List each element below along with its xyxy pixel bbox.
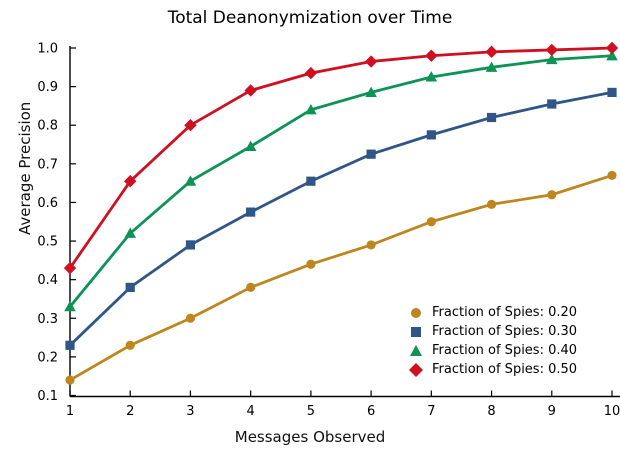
data-point-triangle <box>305 103 317 115</box>
data-point-square <box>547 99 557 109</box>
circle-marker-icon <box>411 307 421 318</box>
data-point-triangle <box>184 175 197 186</box>
data-point-diamond <box>184 119 197 132</box>
legend-item-spies-030: Fraction of Spies: 0.30 <box>408 322 577 341</box>
y-tick-label: 0.6 <box>37 196 58 211</box>
data-point-square <box>125 282 135 292</box>
x-tick-label: 9 <box>548 404 556 419</box>
y-tick-label: 0.7 <box>37 157 58 172</box>
data-point-diamond <box>605 41 619 55</box>
legend-label: Fraction of Spies: 0.20 <box>432 305 578 320</box>
data-point-triangle <box>64 300 76 312</box>
chart-title: Total Deanonymization over Time <box>167 8 453 28</box>
y-tick-label: 0.1 <box>37 389 58 404</box>
triangle-marker-icon <box>410 344 422 356</box>
data-point-square <box>486 112 497 123</box>
data-point-circle <box>125 340 135 350</box>
x-tick-label: 6 <box>367 404 375 419</box>
data-point-square <box>246 207 256 217</box>
x-tick-label: 4 <box>247 404 255 419</box>
y-tick-label: 0.5 <box>37 235 58 250</box>
data-point-diamond <box>364 55 378 68</box>
data-point-diamond <box>425 49 438 62</box>
square-marker-icon <box>411 326 421 337</box>
data-point-circle <box>306 259 316 269</box>
y-tick-label: 1.0 <box>37 42 58 57</box>
y-tick-label: 0.3 <box>37 312 58 327</box>
legend-label: Fraction of Spies: 0.30 <box>432 324 578 339</box>
series-line-1 <box>69 91 613 347</box>
diamond-marker-icon <box>409 362 423 377</box>
x-tick-label: 5 <box>307 404 315 419</box>
legend-item-spies-050: Fraction of Spies: 0.50 <box>408 360 577 379</box>
data-point-circle <box>547 190 557 200</box>
y-tick-label: 0.4 <box>37 273 58 288</box>
series-line-0 <box>69 174 613 382</box>
x-tick-label: 7 <box>427 404 435 419</box>
legend-label: Fraction of Spies: 0.40 <box>432 343 578 358</box>
x-axis-label: Messages Observed <box>234 428 386 446</box>
data-point-triangle <box>425 71 438 82</box>
x-tick-label: 2 <box>126 404 134 419</box>
data-point-circle <box>607 170 617 181</box>
y-tick-label: 0.8 <box>37 119 58 134</box>
data-point-triangle <box>606 49 618 61</box>
data-point-triangle <box>365 86 377 98</box>
data-point-diamond <box>545 43 558 57</box>
data-point-triangle <box>545 53 558 65</box>
data-point-circle <box>426 217 436 227</box>
x-tick-label: 10 <box>604 404 620 419</box>
data-point-diamond <box>63 261 77 275</box>
x-tick-label: 3 <box>186 404 194 419</box>
y-tick-label: 0.9 <box>37 80 58 95</box>
series-line-2 <box>68 54 613 308</box>
data-point-diamond <box>124 175 137 188</box>
data-point-circle <box>366 240 376 250</box>
data-point-circle <box>246 282 256 292</box>
legend-item-spies-020: Fraction of Spies: 0.20 <box>408 303 577 322</box>
legend: Fraction of Spies: 0.20 Fraction of Spie… <box>408 303 577 379</box>
data-point-square <box>65 340 75 350</box>
data-point-triangle <box>485 61 498 72</box>
data-point-diamond <box>485 45 498 59</box>
data-point-diamond <box>244 84 257 97</box>
legend-item-spies-040: Fraction of Spies: 0.40 <box>408 341 577 360</box>
data-point-triangle <box>244 140 257 152</box>
series-line-3 <box>68 46 613 269</box>
data-point-circle <box>486 199 497 209</box>
data-point-square <box>426 130 436 140</box>
data-point-square <box>366 149 376 159</box>
data-point-circle <box>65 375 75 385</box>
x-tick-label: 8 <box>487 404 495 419</box>
legend-label: Fraction of Spies: 0.50 <box>432 362 578 377</box>
y-tick-label: 0.2 <box>37 350 58 365</box>
data-point-triangle <box>124 227 137 238</box>
data-point-diamond <box>304 66 318 80</box>
data-point-square <box>306 176 316 186</box>
data-point-circle <box>185 313 196 323</box>
data-point-square <box>607 87 617 98</box>
data-point-square <box>185 240 196 250</box>
x-tick-label: 1 <box>66 404 74 419</box>
